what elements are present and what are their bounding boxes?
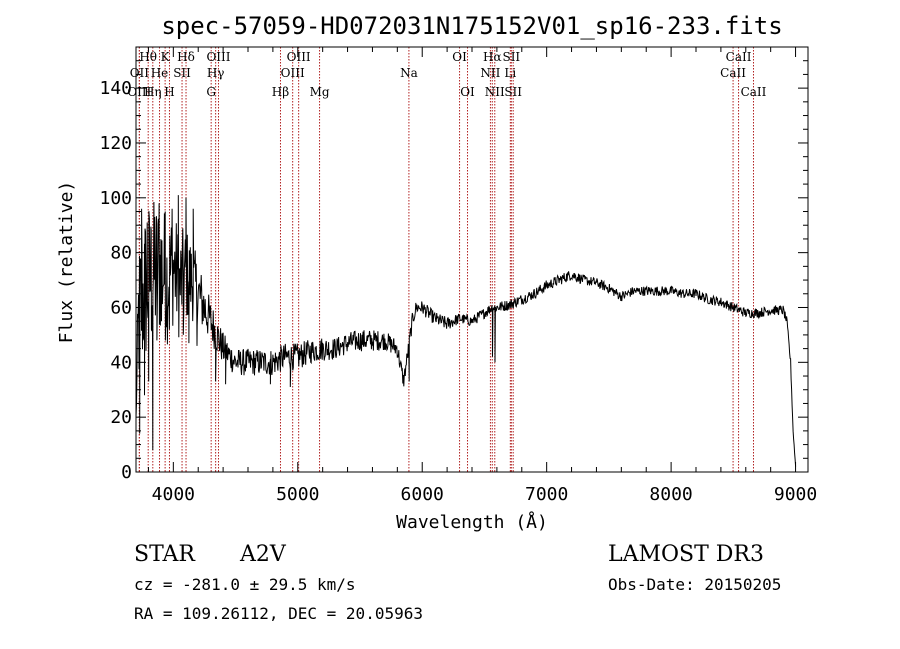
spectral-line-label: Hβ	[272, 85, 289, 99]
y-axis-label: Flux (relative)	[56, 181, 77, 344]
spectral-line-label: OIII	[287, 50, 311, 64]
x-tick-label: 9000	[774, 484, 817, 505]
spectral-line-label: OI	[452, 50, 467, 64]
spectral-line-label: G	[206, 85, 216, 99]
spectral-line-label: NII	[480, 66, 500, 80]
spectrum-line	[135, 195, 797, 467]
y-tick-label: 20	[110, 407, 132, 428]
y-axis-ticks: 0 20 40 60 80 100 120 140	[99, 60, 808, 483]
y-tick-label: 100	[99, 188, 132, 209]
y-tick-label: 140	[99, 78, 132, 99]
y-tick-label: 60	[110, 297, 132, 318]
x-tick-label: 7000	[525, 484, 568, 505]
x-axis-ticks: 4000 5000 6000 7000 8000 9000	[147, 47, 817, 505]
spectral-line-label: SII	[502, 50, 520, 64]
spectral-line-label: H	[164, 85, 174, 99]
object-class: STAR	[134, 542, 196, 567]
x-tick-label: 8000	[649, 484, 692, 505]
redshift-info: cz = -281.0 ± 29.5 km/s	[134, 575, 356, 594]
spectral-line-label: CaII	[741, 85, 767, 99]
spectral-line-label: K	[161, 50, 171, 64]
object-subclass: A2V	[239, 542, 287, 567]
spectral-line-label: Hη	[144, 85, 162, 99]
y-tick-label: 80	[110, 243, 132, 264]
x-tick-label: 5000	[276, 484, 319, 505]
spectral-line-label: Li	[504, 66, 516, 80]
obs-date: Obs-Date: 20150205	[608, 575, 781, 594]
plot-frame	[135, 46, 809, 473]
x-tick-label: 4000	[152, 484, 195, 505]
spectral-line-label: CaII	[720, 66, 746, 80]
spectral-line-label: OII	[130, 66, 150, 80]
coordinates: RA = 109.26112, DEC = 20.05963	[134, 604, 423, 623]
spectral-line-label: NII	[485, 85, 505, 99]
spectral-line-label: He	[151, 66, 169, 80]
spectral-line-label: OI	[460, 85, 475, 99]
spectral-line-label: Hθ	[139, 50, 157, 64]
spectral-line-label: OIII	[281, 66, 305, 80]
spectral-line-label: Hδ	[177, 50, 195, 64]
y-tick-label: 120	[99, 133, 132, 154]
spectral-line-label: Mg	[310, 85, 330, 99]
x-axis-label: Wavelength (Å)	[396, 511, 548, 533]
spectral-line-label: Na	[400, 66, 418, 80]
spectral-line-label: Hα	[483, 50, 502, 64]
survey-name: LAMOST DR3	[608, 542, 764, 567]
x-tick-label: 6000	[401, 484, 444, 505]
spectral-line-label: OIII	[206, 50, 230, 64]
spectral-line-label: SII	[504, 85, 522, 99]
spectral-line-label: SII	[173, 66, 191, 80]
chart-title: spec-57059-HD072031N175152V01_sp16-233.f…	[161, 12, 782, 40]
y-tick-label: 0	[121, 462, 132, 483]
spectral-line-label: CaII	[726, 50, 752, 64]
y-tick-label: 40	[110, 352, 132, 373]
spectral-line-markers	[138, 47, 754, 472]
spectral-line-label: Hγ	[207, 66, 225, 80]
